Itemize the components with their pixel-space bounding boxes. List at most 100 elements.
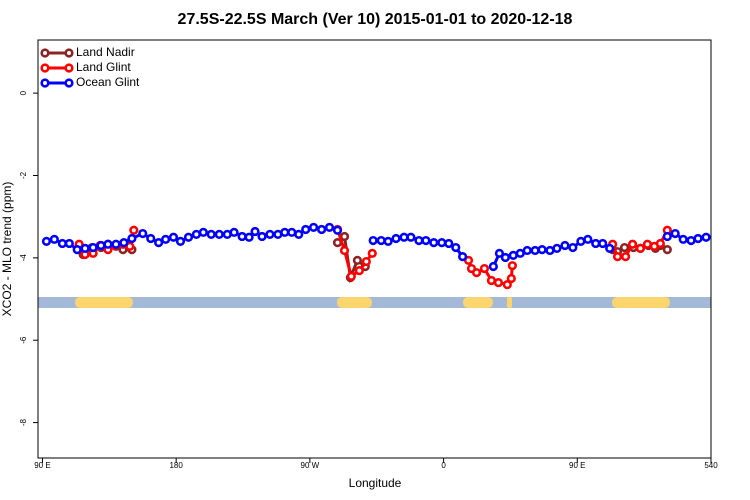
- x-tick-label: 90 W: [301, 461, 320, 470]
- legend-marker: [40, 78, 50, 88]
- data-point: [530, 245, 540, 256]
- data-point: [620, 252, 631, 262]
- data-point: [354, 266, 364, 276]
- data-point: [41, 236, 52, 246]
- data-point: [576, 236, 586, 246]
- data-point: [368, 235, 378, 246]
- data-point: [568, 242, 578, 253]
- data-point: [670, 228, 680, 239]
- data-point: [383, 236, 393, 246]
- data-point: [515, 248, 525, 258]
- data-point: [80, 243, 90, 253]
- data-point: [352, 255, 363, 265]
- data-point: [324, 222, 335, 232]
- data-point: [479, 263, 490, 274]
- data-point: [367, 248, 377, 258]
- data-point: [406, 232, 416, 242]
- data-point: [537, 245, 547, 255]
- data-point: [214, 229, 224, 239]
- data-point: [146, 233, 156, 244]
- data-point: [457, 252, 468, 262]
- legend-marker: [64, 63, 74, 73]
- data-point: [598, 238, 608, 249]
- surface-mask: [38, 297, 711, 308]
- data-point: [72, 245, 82, 255]
- data-point: [522, 245, 532, 256]
- data-point: [471, 268, 482, 278]
- legend-marker: [64, 78, 74, 88]
- data-point: [444, 238, 454, 249]
- data-point: [627, 239, 638, 249]
- data-point: [119, 238, 129, 248]
- data-point: [332, 225, 343, 235]
- data-point: [161, 234, 171, 244]
- data-point: [191, 229, 201, 239]
- data-point: [583, 234, 593, 244]
- data-point: [662, 231, 672, 242]
- x-tick-label: 180: [169, 461, 183, 470]
- land-patch: [337, 297, 372, 308]
- data-point: [605, 243, 615, 253]
- y-tick-label: -4: [19, 254, 28, 262]
- data-point: [678, 234, 688, 244]
- data-point: [64, 238, 74, 249]
- land-patch: [463, 297, 493, 308]
- data-point: [488, 261, 498, 272]
- chart-title: 27.5S-22.5S March (Ver 10) 2015-01-01 to…: [178, 11, 573, 28]
- legend-label: Ocean Glint: [76, 75, 140, 89]
- data-point: [229, 227, 239, 237]
- data-point: [175, 236, 186, 246]
- data-point: [257, 231, 267, 242]
- data-point: [560, 240, 570, 251]
- data-point: [346, 271, 356, 281]
- data-point: [301, 224, 311, 235]
- data-point: [662, 245, 672, 255]
- data-point: [508, 250, 518, 260]
- data-point: [206, 229, 216, 239]
- data-point: [635, 243, 646, 253]
- data-point: [287, 227, 297, 237]
- data-point: [506, 273, 516, 284]
- y-tick-label: -8: [19, 418, 28, 426]
- data-point: [129, 225, 139, 235]
- data-point: [612, 252, 623, 262]
- data-point: [250, 226, 260, 237]
- data-point: [96, 240, 106, 251]
- data-point: [265, 229, 275, 239]
- data-point: [486, 275, 497, 286]
- data-point: [391, 233, 401, 244]
- data-point: [88, 242, 98, 253]
- y-tick-label: -2: [19, 171, 28, 179]
- data-point: [294, 229, 304, 239]
- data-point: [545, 245, 555, 256]
- data-point: [451, 242, 461, 253]
- data-point: [57, 238, 67, 249]
- data-point: [154, 238, 164, 248]
- ocean-strip: [38, 297, 711, 308]
- data-point: [168, 232, 179, 242]
- data-point: [493, 277, 504, 288]
- data-point: [111, 239, 121, 249]
- data-point: [701, 232, 711, 242]
- data-point: [655, 238, 665, 249]
- x-tick-label: 90 E: [569, 461, 585, 470]
- x-tick-label: 0: [441, 461, 446, 470]
- data-point: [244, 232, 254, 242]
- data-point: [421, 235, 431, 246]
- legend-label: Land Glint: [76, 60, 131, 74]
- data-point: [361, 256, 371, 267]
- data-point: [49, 234, 59, 244]
- data-point: [507, 261, 517, 271]
- data-point: [280, 227, 290, 237]
- legend-label: Land Nadir: [76, 45, 135, 59]
- data-point: [693, 233, 703, 244]
- land-patch: [507, 297, 512, 308]
- data-point: [500, 252, 510, 263]
- data-point: [502, 280, 512, 290]
- legend-marker: [40, 48, 50, 58]
- data-point: [437, 238, 447, 248]
- data-point: [429, 238, 439, 248]
- y-tick-label: -6: [19, 336, 28, 344]
- data-point: [103, 239, 113, 249]
